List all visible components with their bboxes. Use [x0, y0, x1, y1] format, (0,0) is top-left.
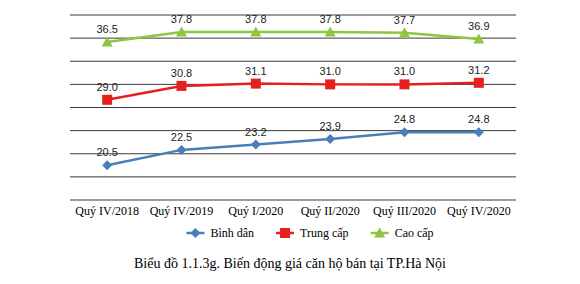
marker — [177, 145, 187, 155]
data-label: 31.2 — [468, 64, 489, 76]
title: Biểu đồ 1.1.3g. Biến động giá căn hộ bán… — [134, 256, 446, 271]
marker — [102, 160, 112, 170]
data-label: 31.0 — [394, 65, 415, 77]
legend-symbol — [276, 228, 294, 238]
data-label: 20.5 — [96, 146, 117, 158]
marker — [399, 27, 410, 37]
legend-marker — [374, 228, 385, 238]
data-label: 36.9 — [468, 20, 489, 32]
marker — [325, 79, 335, 89]
grid-line — [70, 153, 516, 154]
data-label: 23.9 — [319, 120, 340, 132]
data-label: 31.0 — [319, 65, 340, 77]
legend-label: Cao cấp — [395, 226, 434, 240]
plot-area — [102, 26, 485, 170]
legend-symbol — [186, 228, 204, 238]
marker — [102, 95, 112, 105]
data-label: 37.8 — [245, 13, 266, 25]
legend-label: Bình dân — [210, 226, 254, 240]
data-label: 37.8 — [171, 13, 192, 25]
grid-line — [70, 176, 516, 177]
legend-marker — [190, 228, 200, 238]
x-tick-label: Quý III/2020 — [373, 204, 436, 218]
grid-line — [70, 200, 516, 201]
marker — [177, 81, 187, 91]
data-label: 24.8 — [394, 113, 415, 125]
marker — [176, 26, 187, 36]
legend-marker — [280, 228, 290, 238]
data-label: 23.2 — [245, 126, 266, 138]
marker — [474, 78, 484, 88]
data-label: 36.5 — [96, 23, 117, 35]
data-label: 29.0 — [96, 81, 117, 93]
data-label: 30.8 — [171, 67, 192, 79]
marker — [325, 26, 336, 36]
data-label: 24.8 — [468, 113, 489, 125]
x-tick-label: Quý IV/2018 — [75, 204, 139, 218]
y-axis-line — [70, 15, 71, 200]
marker — [473, 33, 484, 43]
marker — [250, 26, 261, 36]
marker — [251, 140, 261, 150]
series-line — [107, 32, 479, 42]
legend-symbol — [371, 228, 389, 238]
series-line — [107, 132, 479, 165]
x-tick-label: Quý I/2020 — [228, 204, 283, 218]
legend-label: Trung cấp — [300, 226, 349, 240]
grid-line — [70, 15, 516, 16]
marker — [400, 79, 410, 89]
data-label: 37.8 — [319, 13, 340, 25]
data-label: 22.5 — [171, 131, 192, 143]
marker — [325, 134, 335, 144]
marker — [102, 36, 113, 46]
marker — [474, 127, 484, 137]
series-line — [107, 83, 479, 100]
data-label: 37.7 — [394, 14, 415, 26]
x-tick-label: Quý II/2020 — [301, 204, 360, 218]
data-label: 31.1 — [245, 65, 266, 77]
grid-line — [70, 107, 516, 108]
legend: Bình dân Trung cấp Cao cấp — [186, 226, 433, 240]
marker — [400, 127, 410, 137]
grid-line — [70, 61, 516, 62]
marker — [251, 79, 261, 89]
x-tick-label: Quý IV/2019 — [150, 204, 214, 218]
chart: Quý IV/2018 Quý IV/2019 Quý I/2020 Quý II/2… — [0, 0, 580, 284]
x-tick-label: Quý IV/2020 — [447, 204, 511, 218]
